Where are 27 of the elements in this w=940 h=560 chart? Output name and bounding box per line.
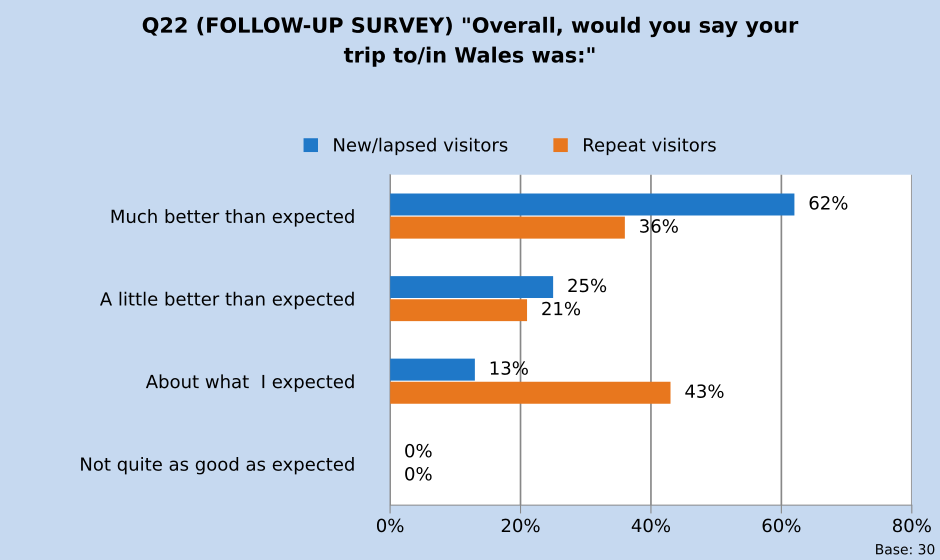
text: Base: 30	[876, 544, 934, 555]
x-tick-label: 0%	[376, 518, 404, 532]
data-label: 25%	[568, 278, 606, 292]
x-tick-label: 60%	[762, 518, 800, 532]
y-tick-label: Much better than expected	[112, 209, 354, 227]
data-label: 13%	[490, 361, 528, 375]
data-label: 21%	[542, 302, 580, 316]
legend-label: New/lapsed visitors	[334, 138, 508, 156]
x-tick-label: 40%	[632, 518, 670, 532]
data-label: 36%	[640, 219, 678, 233]
y-tick-label: About what I expected	[146, 374, 354, 392]
y-tick-label: Not quite as good as expected	[81, 456, 354, 474]
bar	[390, 382, 671, 404]
chart-title: Q22 (FOLLOW-UP SURVEY) "Overall, would you say your trip to/in Wales was:"	[142, 16, 798, 67]
bar	[390, 276, 554, 298]
data-label: 43%	[685, 384, 724, 398]
x-tick-label: 20%	[502, 518, 540, 532]
bar	[390, 358, 475, 381]
bar	[390, 216, 625, 239]
x-tick-label: 80%	[892, 518, 931, 532]
bar	[390, 299, 528, 322]
data-label: 0%	[405, 466, 432, 481]
y-tick-label: A little better than expected	[100, 292, 354, 310]
data-label: 62%	[810, 196, 848, 210]
data-label: 0%	[405, 444, 432, 458]
bar	[390, 193, 794, 216]
legend-label: Repeat visitors	[584, 138, 716, 156]
